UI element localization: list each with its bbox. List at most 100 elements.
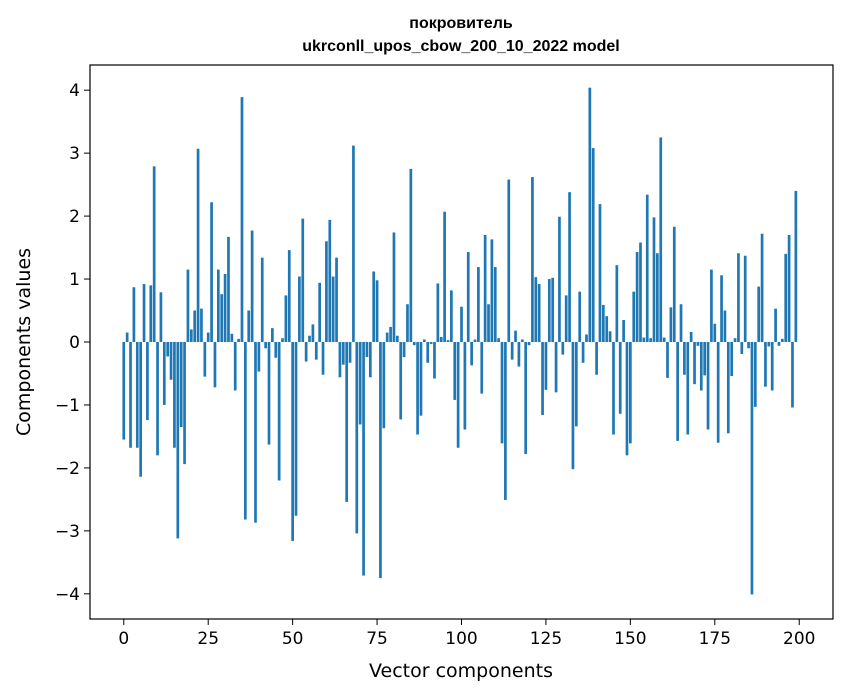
bar [385,332,389,342]
bar [423,339,426,342]
bar [152,166,156,342]
bar [544,342,548,390]
bar [223,274,227,342]
bar [483,234,487,342]
bar [730,342,734,376]
bar [379,342,382,579]
bar [791,342,794,408]
bar [652,217,656,342]
bar [203,342,207,377]
bar [716,342,720,443]
bar [308,335,311,342]
bar [392,232,396,342]
bar [389,326,392,342]
bar [237,338,240,342]
bar [470,342,473,366]
bar [713,323,717,342]
bar [757,286,761,342]
x-tick-label: 75 [366,629,388,649]
bar [193,310,197,342]
bar [750,342,754,595]
bar [304,342,308,362]
bar [696,342,700,346]
bar [598,204,602,342]
bar [689,331,693,342]
y-tick-label: 2 [69,207,80,227]
bar [740,342,744,354]
bar [216,269,220,342]
bar [588,87,592,342]
bar [372,271,376,342]
bar [358,342,362,425]
bar [196,148,200,342]
bar [595,342,598,375]
y-tick-label: −4 [55,585,80,605]
bar [416,342,419,435]
bar [348,342,352,363]
bar [200,308,203,342]
bar [601,304,605,342]
bar [551,277,555,342]
bar [706,342,710,430]
bar [632,291,636,342]
bar-series [122,87,798,595]
bar [480,342,484,394]
bar [149,285,153,342]
bar [571,342,575,470]
bar [743,255,747,342]
bar [554,342,558,393]
x-tick-label: 175 [699,629,731,649]
bar [622,319,625,342]
bar [250,230,254,342]
bar [439,336,443,342]
bar [686,342,690,435]
bar [135,342,139,448]
bar [213,342,217,388]
x-tick-label: 125 [530,629,562,649]
bar [328,219,332,342]
bar [787,234,791,342]
bar [368,342,372,378]
y-axis-ticks: −4 −3 −2 −1 0 1 2 3 4 [55,81,90,605]
bar [490,239,494,342]
bar [314,342,318,360]
bar [456,342,460,448]
bar [493,267,497,342]
bar [635,251,639,342]
bar [301,218,305,342]
bar [443,211,446,342]
x-tick-label: 200 [783,629,815,649]
bar [581,342,585,363]
bar [547,279,551,342]
bar [210,202,213,342]
bar [767,342,771,347]
bar [517,342,521,367]
bar [271,328,274,342]
bar [446,340,450,342]
bar [338,342,342,378]
bar [466,251,470,342]
bar [321,342,325,375]
bar [558,216,561,342]
bar [774,308,777,342]
bar [206,332,210,342]
bar [399,342,403,420]
bar [473,339,477,342]
bar [629,342,632,444]
y-tick-label: 0 [69,333,80,353]
bar [233,342,237,391]
bar [132,287,136,342]
bar [760,233,764,342]
bar [693,342,696,385]
bar [720,275,723,342]
bar [375,280,379,342]
bar [699,342,703,391]
bar [260,257,264,342]
bar [277,342,281,481]
bar [764,342,767,387]
bar [642,337,646,342]
bar [227,236,230,342]
bar [318,282,321,342]
bar [625,342,629,456]
y-tick-label: 3 [69,144,80,164]
